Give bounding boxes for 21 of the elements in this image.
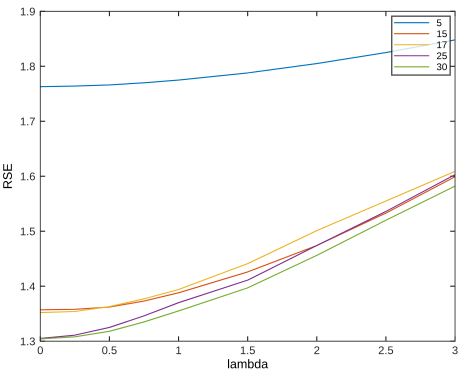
x-tick-label: 2 — [314, 346, 320, 354]
x-tick-label: 0.5 — [102, 346, 117, 354]
legend-label: 25 — [436, 52, 447, 60]
legend-label: 17 — [437, 41, 447, 48]
x-tick-label: 0 — [38, 346, 43, 354]
legend-label: 15 — [437, 30, 447, 38]
y-tick-label: 1.5 — [20, 228, 35, 236]
x-tick-label: 1.5 — [240, 346, 255, 354]
x-tick-label: 1 — [176, 346, 182, 354]
x-tick-label: 2.5 — [378, 346, 394, 354]
y-axis-title: RSE — [3, 164, 12, 188]
y-tick-label: 1.8 — [20, 62, 35, 70]
legend-label: 5 — [436, 19, 442, 26]
x-tick-label: 3 — [452, 346, 458, 354]
y-tick-label: 1.6 — [20, 172, 35, 180]
y-tick-label: 1.9 — [20, 8, 35, 16]
y-tick-label: 1.4 — [20, 282, 36, 290]
x-axis-title: lambda — [228, 359, 268, 368]
legend-label: 30 — [436, 63, 447, 70]
y-tick-label: 1.3 — [20, 337, 35, 346]
y-tick-label: 1.7 — [20, 118, 35, 126]
